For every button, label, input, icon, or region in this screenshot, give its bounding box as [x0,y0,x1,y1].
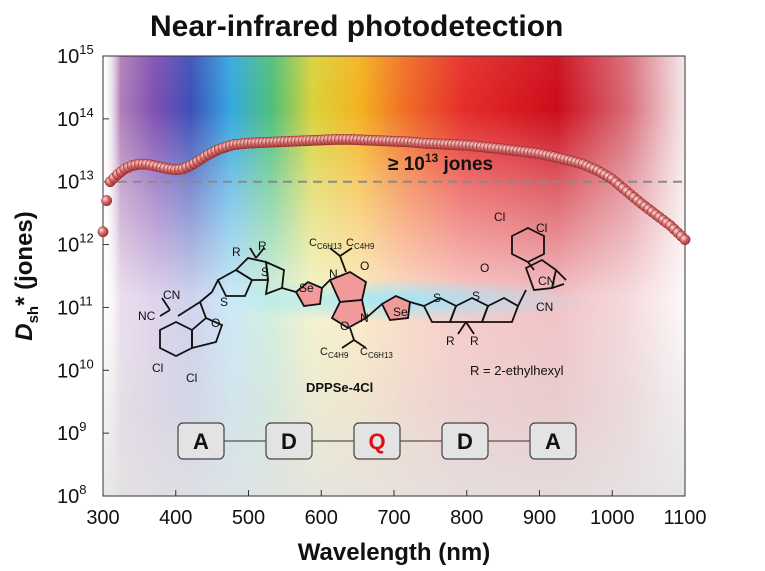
y-axis-label: Dsh* (jones) [11,211,42,341]
x-axis-label: Wavelength (nm) [298,539,490,566]
atom-label: S [220,295,228,309]
architecture-label: A [193,429,209,454]
atom-label: O [480,261,489,275]
atom-label: Cl [152,361,163,375]
architecture-box [529,422,577,460]
chain-label-2: CC4H9 [346,237,375,251]
architecture-label: Q [368,429,385,454]
atom-label: R [446,334,455,348]
y-tick-label: 1012 [57,231,94,257]
x-tick-label: 500 [232,507,265,529]
atom-label: O [211,316,220,330]
architecture-box [177,422,225,460]
atom-label: N [329,267,338,281]
x-tick-label: 400 [159,507,192,529]
atom-label: N [360,311,369,325]
y-tick-label: 109 [57,419,86,445]
y-tick-label: 1015 [57,42,94,68]
chart-title: Near-infrared photodetection [150,10,564,43]
architecture-box [265,422,313,460]
y-axis: 108 109 1010 1011 1012 1013 1014 1015 [57,42,109,508]
x-tick-label: 900 [523,507,556,529]
data-series [97,134,691,246]
architecture-box [441,422,489,460]
atom-label: CN [163,288,180,302]
atom-label: Se [393,305,408,319]
x-tick-label: 300 [86,507,119,529]
architecture-label: A [545,429,561,454]
atom-label: R [232,245,241,259]
threshold-annotation: ≥ 1013 jones [388,151,493,175]
data-point [101,195,113,207]
atom-label: CN [536,300,553,314]
atom-label: Se [299,281,314,295]
svg-text:Dsh* (jones): Dsh* (jones) [11,211,42,341]
x-tick-label: 1000 [590,507,635,529]
x-tick-label: 800 [450,507,483,529]
atom-label: R [258,239,267,253]
atom-label: CN [538,274,555,288]
atom-label: Cl [494,210,505,224]
data-point [679,234,691,246]
y-tick-label: 1010 [57,356,94,382]
substituent-note: R = 2-ethylhexyl [470,363,564,378]
architecture-label: D [457,429,473,454]
x-tick-label: 700 [377,507,410,529]
x-tick-label: 600 [305,507,338,529]
y-tick-label: 1011 [57,293,93,319]
architecture-label: D [281,429,297,454]
architecture-box [353,422,401,460]
atom-label: O [340,319,349,333]
chain-label-3: CC4H9 [320,346,349,360]
molecule-name: DPPSe-4Cl [306,380,373,395]
y-tick-label: 1013 [57,168,94,194]
atom-label: S [261,265,269,279]
atom-label: S [472,289,480,303]
x-tick-label: 1100 [663,507,706,529]
atom-label: R [470,334,479,348]
atom-label: O [360,259,369,273]
atom-label: Cl [186,371,197,385]
data-point [97,226,109,238]
atom-label: S [433,291,441,305]
chain-label-4: CC6H13 [360,346,393,360]
atom-label: Cl [536,221,547,235]
y-tick-label: 108 [57,482,86,508]
x-axis: 300 400 500 600 700 800 900 1000 1100 [86,490,707,529]
atom-label: NC [138,309,156,323]
chain-label-1: CC6H13 [309,237,342,251]
y-tick-label: 1014 [57,105,94,131]
